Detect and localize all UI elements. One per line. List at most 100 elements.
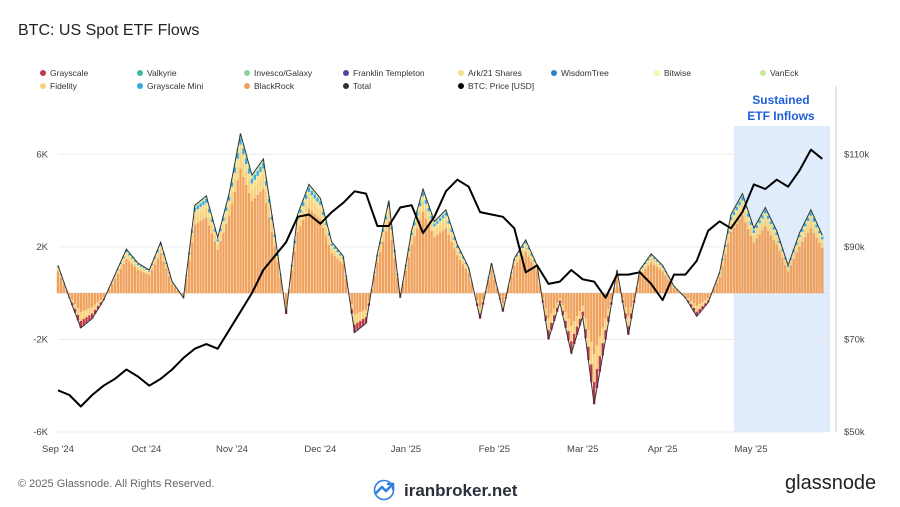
flow-bar-segment bbox=[381, 235, 385, 242]
flow-bar-segment bbox=[584, 293, 587, 318]
flow-bar-segment bbox=[284, 293, 288, 305]
btc-price-line bbox=[57, 148, 823, 408]
flow-bar-segment bbox=[612, 288, 616, 294]
flow-bar-segment bbox=[769, 221, 773, 225]
flow-bar-segment bbox=[775, 244, 778, 294]
flow-bar-segment bbox=[270, 216, 274, 220]
flow-bar-segment bbox=[752, 242, 756, 294]
flow-bar-segment bbox=[515, 256, 519, 259]
flow-bar-segment bbox=[165, 264, 168, 266]
flow-bar-segment bbox=[125, 254, 128, 259]
flow-bar-segment bbox=[304, 214, 308, 294]
flow-bar-segment bbox=[139, 265, 142, 267]
flow-bar-segment bbox=[495, 288, 499, 294]
flow-bar-segment bbox=[610, 293, 613, 300]
flow-bar-segment bbox=[59, 275, 63, 278]
flow-bar-segment bbox=[56, 271, 60, 294]
flow-bar-segment bbox=[207, 212, 211, 217]
flow-bar-segment bbox=[319, 209, 322, 220]
flow-bar-segment bbox=[110, 282, 114, 284]
flow-bar-segment bbox=[695, 305, 699, 312]
flow-bar-segment bbox=[202, 219, 205, 294]
flow-bar-segment bbox=[190, 236, 194, 243]
flow-bar-segment bbox=[353, 293, 356, 315]
flow-bar-segment bbox=[96, 306, 100, 310]
flow-bar-segment bbox=[210, 233, 214, 294]
flow-bar-segment bbox=[245, 164, 248, 171]
flow-bar-segment bbox=[324, 228, 328, 237]
flow-bar-segment bbox=[458, 251, 462, 254]
flow-bar-segment bbox=[652, 259, 656, 262]
flow-bar-segment bbox=[772, 233, 776, 240]
flow-bar-segment bbox=[222, 232, 225, 294]
flow-bar-segment bbox=[250, 178, 254, 184]
flow-bar-segment bbox=[316, 206, 319, 217]
flow-bar-segment bbox=[79, 320, 83, 328]
flow-bar-segment bbox=[735, 204, 738, 207]
flow-bar-segment bbox=[792, 250, 795, 253]
flow-bar-segment bbox=[96, 293, 100, 303]
flow-bar-segment bbox=[732, 215, 736, 220]
legend-label: Total bbox=[353, 81, 371, 91]
flow-bar-segment bbox=[806, 221, 810, 225]
flow-bar-segment bbox=[88, 308, 91, 316]
flow-bar-segment bbox=[384, 231, 388, 294]
flow-bar-segment bbox=[413, 225, 416, 229]
flow-bar-segment bbox=[515, 258, 519, 263]
etf-flows-chart: 6K 2K -2K -6K $110k $90k $70k $50k Sep '24 Oct '2… bbox=[33, 86, 869, 455]
flow-bar-segment bbox=[91, 313, 94, 319]
flow-bar-segment bbox=[692, 307, 696, 312]
flow-bar-segment bbox=[658, 264, 661, 267]
flow-bar-segment bbox=[490, 265, 493, 267]
flow-bar-segment bbox=[387, 203, 391, 208]
flow-bar-segment bbox=[746, 213, 750, 217]
flow-bar-segment bbox=[316, 201, 319, 207]
flow-bar-segment bbox=[139, 268, 142, 272]
flow-bar-segment bbox=[302, 202, 305, 206]
flow-bar-segment bbox=[806, 215, 810, 218]
flow-bar-segment bbox=[766, 218, 770, 223]
flow-bar-segment bbox=[245, 158, 248, 165]
flow-bar-segment bbox=[379, 244, 382, 247]
legend-item: BTC: Price [USD] bbox=[458, 81, 534, 91]
flow-bar-segment bbox=[575, 316, 579, 327]
flow-bar-segment bbox=[418, 202, 422, 206]
flow-bar-segment bbox=[264, 191, 268, 203]
flow-bar-segment bbox=[330, 248, 333, 254]
flow-bar-segment bbox=[122, 258, 125, 261]
flow-bar-segment bbox=[821, 242, 824, 249]
legend-label: VanEck bbox=[770, 68, 799, 78]
flow-bar-segment bbox=[264, 180, 268, 186]
flow-bar-segment bbox=[604, 293, 607, 319]
flow-bar-segment bbox=[521, 246, 525, 248]
flow-bar-segment bbox=[436, 223, 439, 228]
flow-bar-segment bbox=[786, 267, 790, 269]
flow-bar-segment bbox=[148, 272, 151, 276]
flow-bar-segment bbox=[82, 310, 85, 320]
flow-bar-segment bbox=[456, 255, 459, 294]
flow-bar-segment bbox=[687, 300, 690, 303]
flow-bar-segment bbox=[458, 259, 462, 294]
y-right-tick-label: $50k bbox=[844, 427, 865, 438]
flow-bar-segment bbox=[361, 293, 365, 311]
flow-bar-segment bbox=[330, 243, 333, 246]
flow-bar-segment bbox=[219, 231, 222, 235]
flow-bar-segment bbox=[125, 252, 128, 255]
flow-bar-segment bbox=[590, 342, 593, 365]
flow-bar-segment bbox=[319, 219, 322, 294]
flow-bar-segment bbox=[453, 248, 456, 294]
flow-bar-segment bbox=[341, 258, 345, 261]
flow-bar-segment bbox=[222, 221, 225, 225]
flow-bar-segment bbox=[76, 308, 80, 315]
flow-bar-segment bbox=[259, 172, 262, 179]
flow-bar-segment bbox=[801, 235, 804, 242]
flow-bar-segment bbox=[487, 280, 490, 294]
flow-bar-segment bbox=[741, 196, 744, 201]
flow-bar-segment bbox=[464, 264, 468, 266]
flow-bar-segment bbox=[233, 192, 237, 294]
flow-bar-segment bbox=[322, 215, 325, 220]
flow-bar-segment bbox=[758, 226, 761, 235]
flow-bar-segment bbox=[256, 182, 259, 195]
flow-bar-segment bbox=[219, 228, 222, 232]
flow-bar-segment bbox=[490, 269, 493, 294]
